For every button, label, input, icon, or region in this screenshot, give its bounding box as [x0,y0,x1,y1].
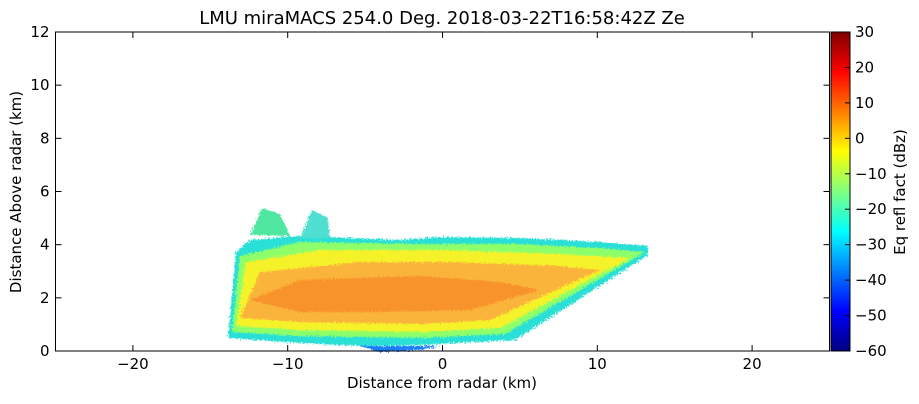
colorbar-tick-label: −50 [855,307,887,325]
colorbar-tick-label: −20 [855,200,887,218]
colorbar-tick-label: −60 [855,342,887,360]
y-tick-label: 4 [40,236,50,254]
colorbar-tick-label: −30 [855,236,887,254]
colorbar-tick-label: −10 [855,165,887,183]
colorbar [830,31,851,352]
y-tick-label: 12 [30,23,49,41]
x-tick-label: 0 [438,355,448,373]
y-tick-label: 0 [40,342,50,360]
colorbar-tick-label: 20 [855,58,874,76]
x-axis-label: Distance from radar (km) [347,374,537,392]
x-tick-label: 10 [588,355,607,373]
y-tick-label: 2 [40,289,50,307]
x-tick-label: 20 [743,355,762,373]
y-tick-label: 8 [40,129,50,147]
chart-title: LMU miraMACS 254.0 Deg. 2018-03-22T16:58… [199,8,685,29]
x-tick-label: −10 [272,355,304,373]
radar-echo [228,208,648,352]
y-tick-label: 10 [30,76,49,94]
colorbar-tick-label: 0 [855,129,865,147]
y-tick-label: 6 [40,183,50,201]
colorbar-tick-label: 30 [855,23,874,41]
colorbar-tick-label: 10 [855,94,874,112]
y-axis-label: Distance Above radar (km) [7,91,25,293]
colorbar-label: Eq refl fact (dBz) [891,129,909,255]
x-tick-label: −20 [117,355,149,373]
colorbar-tick-label: −40 [855,271,887,289]
